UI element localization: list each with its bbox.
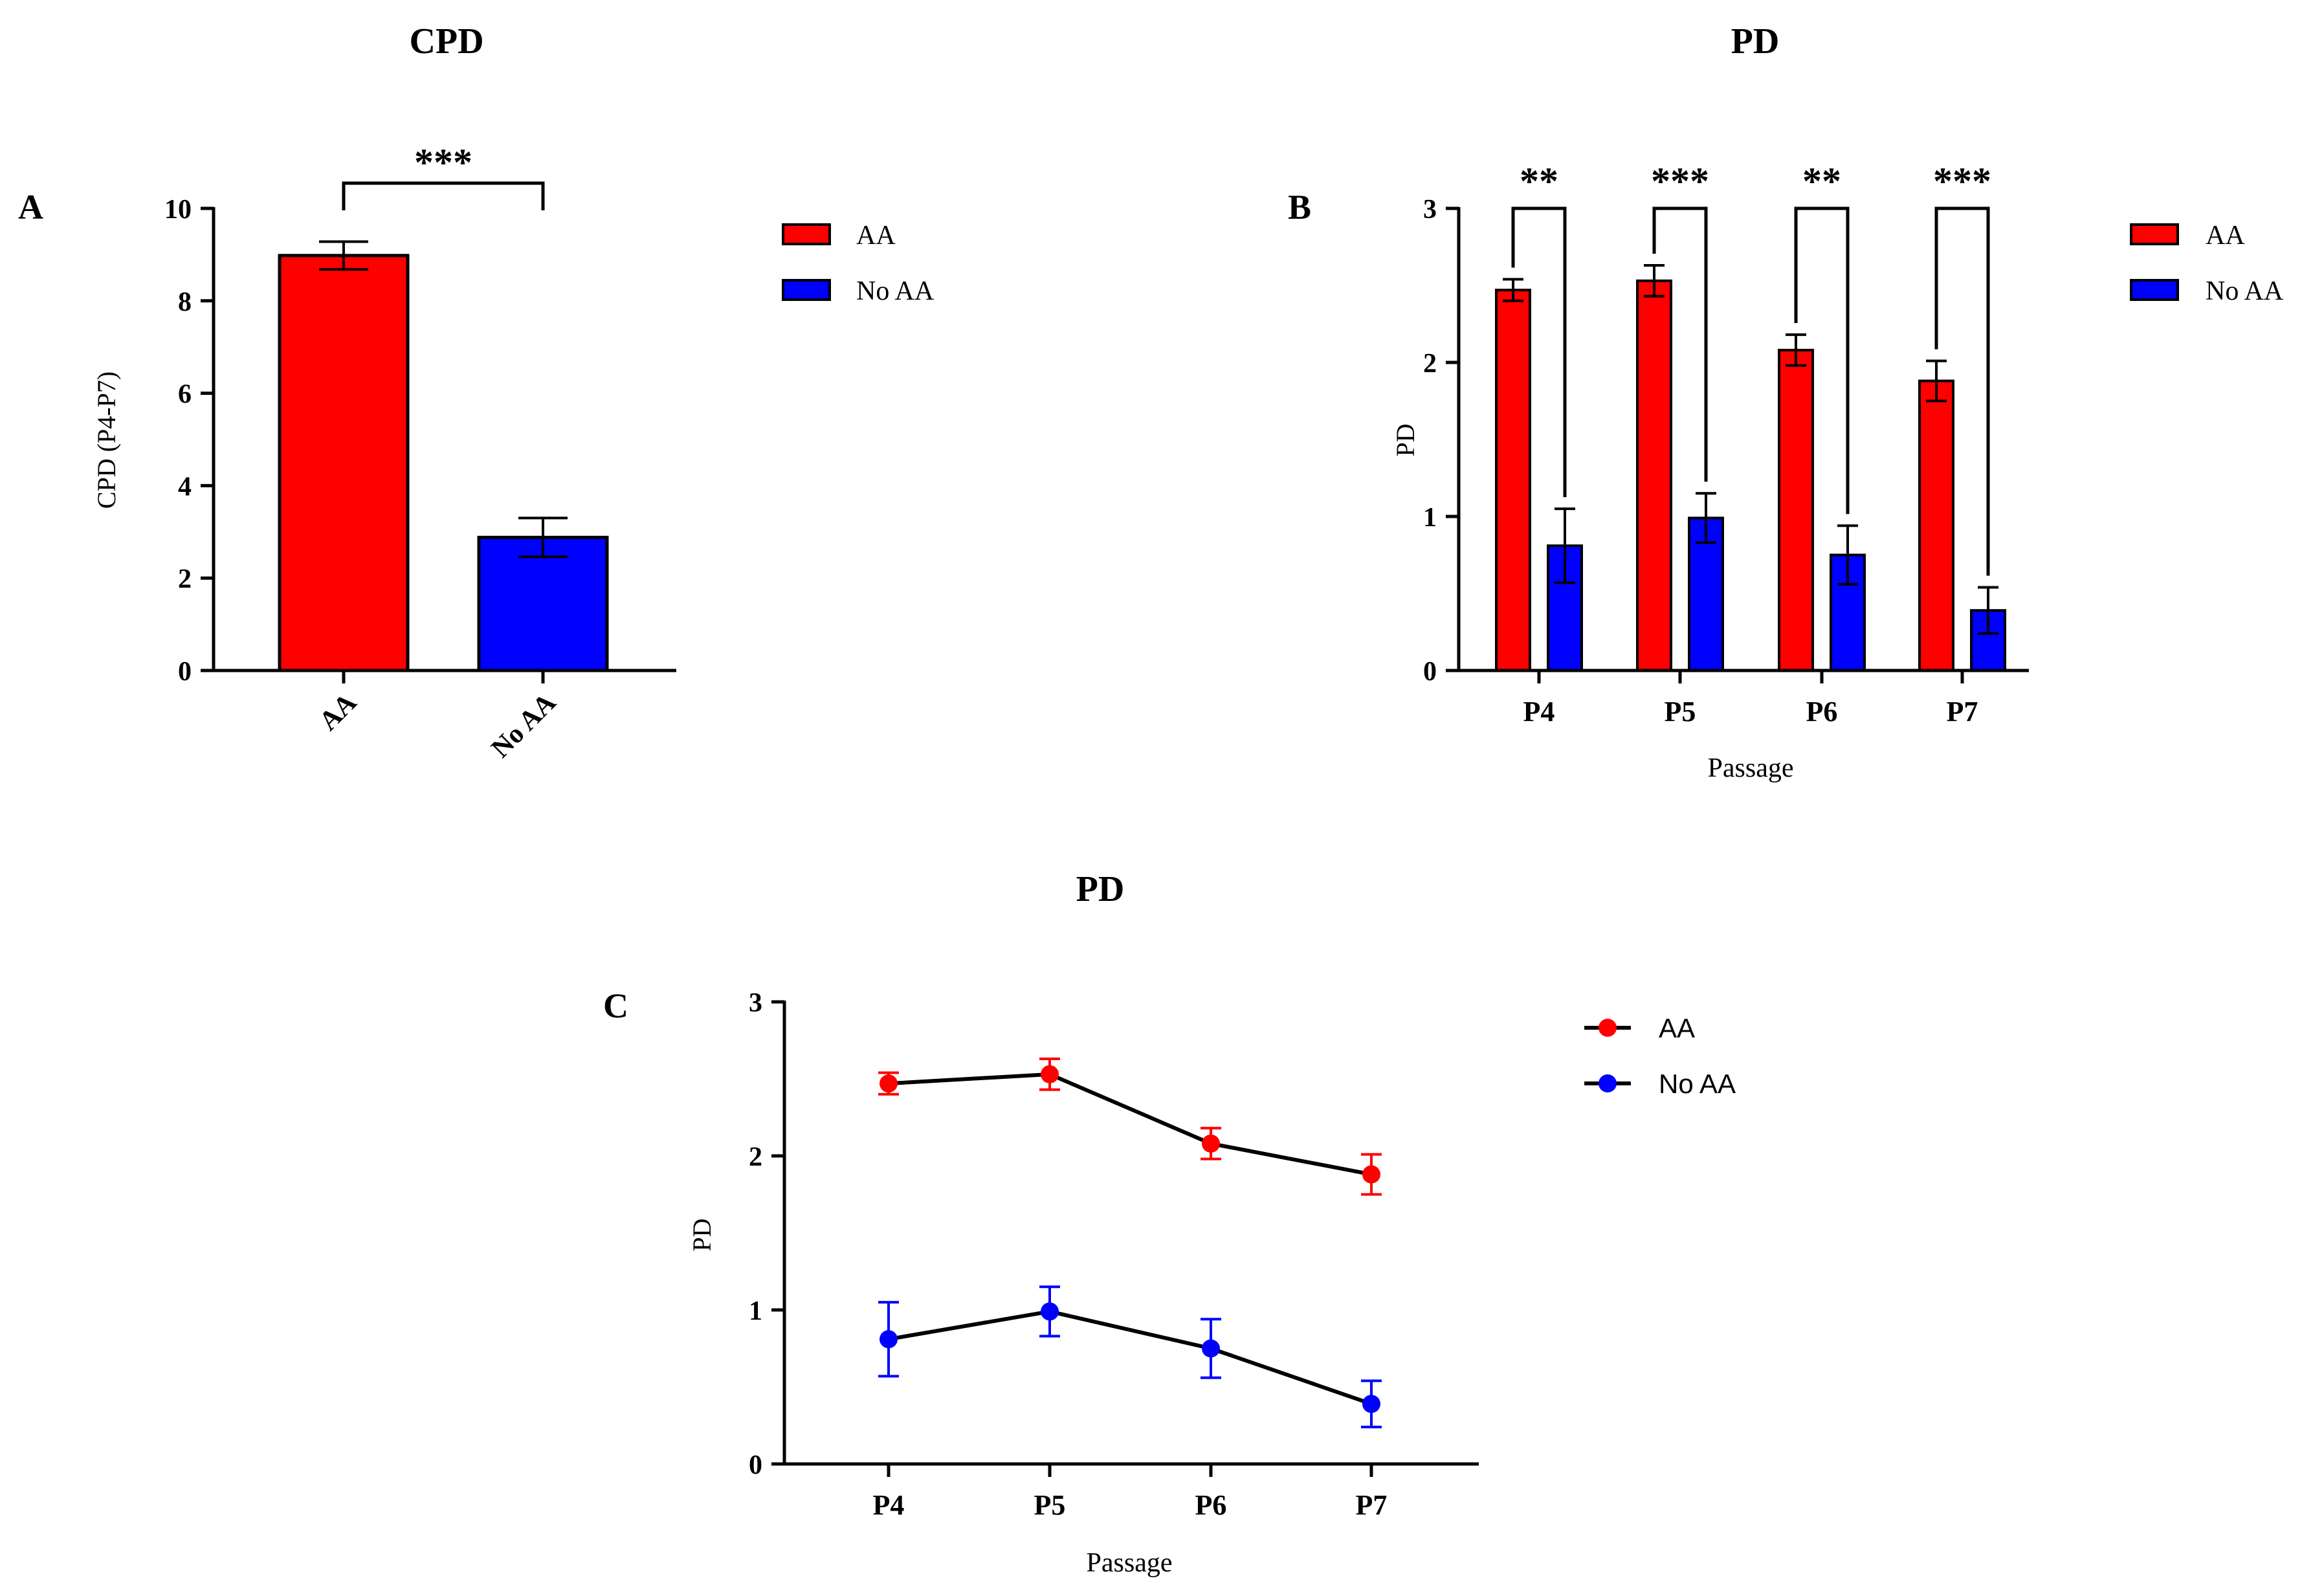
panel-a-y-tick-label: 0 (178, 657, 192, 687)
panel-b-y-tick-label: 3 (1423, 195, 1437, 225)
panel-a-x-tick-label: AA (314, 687, 363, 737)
panel-c-point (1362, 1165, 1380, 1184)
panel-c-legend-label: No AA (1659, 1069, 1736, 1099)
panel-b-legend-swatch (2130, 279, 2179, 301)
panel-c-title: PD (1076, 869, 1125, 909)
panel-c-y-tick-label: 1 (749, 1296, 762, 1326)
panel-a-bar (278, 254, 410, 672)
panel-b-legend-swatch (2130, 223, 2179, 245)
panel-c-x-tick-label: P6 (1195, 1489, 1227, 1521)
panel-c-letter: C (603, 986, 628, 1025)
panel-a-legend-label: AA (856, 221, 896, 250)
panel-b-plot: 0 1 2 3 ** P4 *** P5 ** P6 *** P7 (1423, 160, 2029, 727)
panel-b-y-tick-label: 0 (1423, 657, 1437, 687)
panel-b-bar (1495, 289, 1531, 672)
panel-a-y-tick-label: 4 (178, 472, 192, 502)
panel-a: A CPD CPD (P4-P7) 0 2 4 6 8 10 AA No AA *** AA No… (18, 21, 935, 764)
panel-b-legend-label: AA (2206, 221, 2245, 250)
panel-c-legend-marker (1599, 1019, 1617, 1037)
panel-b-significance-bracket (1934, 206, 1990, 576)
panel-c-point (1041, 1065, 1059, 1083)
panel-a-letter: A (18, 188, 43, 227)
panel-c-series-line (888, 1309, 1372, 1406)
panel-a-y-tick-label: 8 (178, 287, 192, 317)
panel-a-significance-label: *** (414, 141, 472, 184)
panel-b-bar (1918, 379, 1954, 672)
panel-a-legend-label: No AA (856, 276, 935, 306)
panel-c-point (1202, 1339, 1220, 1358)
panel-c-legend-label: AA (1659, 1013, 1695, 1043)
panel-c-x-tick-label: P4 (873, 1489, 905, 1521)
panel-c-point (1362, 1395, 1380, 1413)
panel-a-legend-swatch (782, 279, 831, 301)
panel-a-legend: AA No AA (782, 221, 935, 306)
panel-a-bar (477, 535, 609, 672)
panel-c-y-tick-label: 0 (749, 1450, 762, 1480)
panel-b-significance-label: *** (1933, 160, 1991, 203)
panel-b-significance-label: ** (1802, 160, 1841, 203)
panel-a-ylabel: CPD (P4-P7) (92, 371, 121, 509)
panel-a-y-tick-label: 10 (164, 195, 192, 225)
panel-a-legend-swatch (782, 223, 831, 245)
panel-c-y-tick-label: 3 (749, 988, 762, 1018)
panel-c-y-tick-label: 2 (749, 1142, 762, 1172)
panel-b-x-tick-label: P7 (1947, 696, 1978, 727)
panel-c-point (1041, 1302, 1059, 1321)
panel-c-legend-marker (1599, 1074, 1617, 1092)
panel-b-title: PD (1731, 21, 1780, 61)
panel-b-significance-label: ** (1520, 160, 1558, 203)
panel-c-ylabel: PD (687, 1218, 716, 1251)
panel-b-legend-label: No AA (2206, 276, 2284, 306)
panel-b-significance-bracket (1511, 206, 1567, 498)
panel-c: C PD PD Passage 0 1 2 3 P4 P5 P6 P7 AA No AA (603, 869, 1736, 1578)
panel-b-x-tick-label: P4 (1523, 696, 1555, 727)
panel-b-bar (1636, 279, 1672, 672)
panel-b-y-tick-label: 1 (1423, 503, 1437, 533)
panel-b-bar (1778, 348, 1814, 672)
panel-c-xlabel: Passage (1087, 1548, 1173, 1578)
panel-c-x-tick-label: P5 (1034, 1489, 1066, 1521)
panel-c-point (880, 1330, 898, 1349)
panel-c-legend: AA No AA (1584, 1013, 1736, 1099)
panel-b-x-tick-label: P5 (1665, 696, 1696, 727)
panel-b: B PD PD Passage 0 1 2 3 ** P4 *** P5 ** P6 *** P7 A… (1288, 21, 2284, 783)
panel-c-x-tick-label: P7 (1356, 1489, 1388, 1521)
panel-b-x-tick-label: P6 (1806, 696, 1838, 727)
panel-a-y-tick-label: 2 (178, 564, 192, 594)
panel-b-significance-bracket (1794, 206, 1850, 515)
panel-a-title: CPD (409, 21, 483, 61)
panel-b-y-tick-label: 2 (1423, 349, 1437, 379)
panel-b-letter: B (1288, 188, 1311, 227)
panel-a-significance-bracket (342, 181, 545, 210)
panel-a-plot: 0 2 4 6 8 10 AA No AA *** (164, 141, 676, 764)
panel-c-series-line (888, 1072, 1372, 1177)
panel-a-y-tick-label: 6 (178, 380, 192, 410)
panel-c-plot: 0 1 2 3 P4 P5 P6 P7 (749, 988, 1479, 1521)
panel-b-ylabel: PD (1391, 423, 1420, 456)
panel-b-significance-bracket (1652, 206, 1708, 482)
panel-b-legend: AA No AA (2130, 221, 2284, 306)
panel-c-point (880, 1074, 898, 1093)
panel-b-significance-label: *** (1651, 160, 1709, 203)
panel-c-point (1202, 1134, 1220, 1153)
panel-a-x-tick-label: No AA (486, 687, 562, 764)
panel-b-xlabel: Passage (1708, 753, 1794, 783)
